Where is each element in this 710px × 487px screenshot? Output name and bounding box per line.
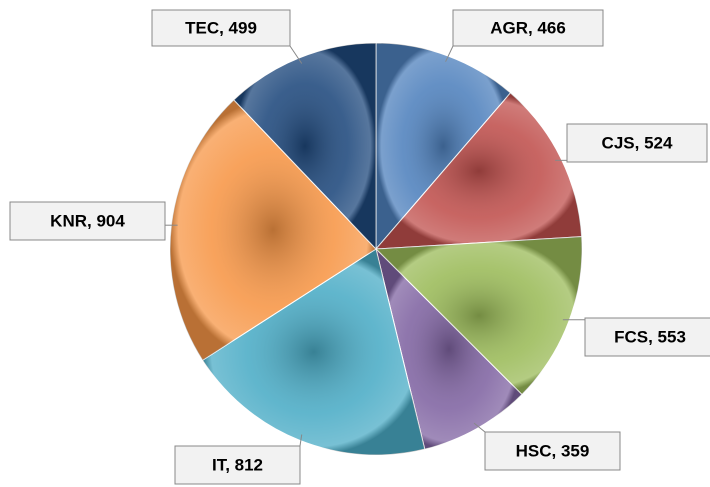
slice-shade bbox=[376, 236, 582, 395]
slice-shade bbox=[202, 249, 425, 455]
label-leader bbox=[445, 45, 454, 62]
label-box bbox=[584, 317, 710, 357]
data-label: AGR, 466 bbox=[490, 18, 566, 37]
data-label: FCS, 553 bbox=[614, 327, 686, 346]
slice-shade bbox=[376, 249, 522, 450]
data-label: KNR, 904 bbox=[50, 211, 125, 230]
label-box bbox=[151, 9, 291, 47]
slice-shade bbox=[376, 43, 511, 249]
label-leader bbox=[289, 45, 303, 64]
data-label: TEC, 499 bbox=[185, 18, 257, 37]
data-label: HSC, 359 bbox=[516, 441, 590, 460]
data-label: IT, 812 bbox=[212, 455, 263, 474]
label-box bbox=[484, 431, 621, 471]
label-leader bbox=[299, 434, 303, 447]
label-leader bbox=[473, 422, 486, 433]
label-box bbox=[566, 123, 708, 163]
slice-shade bbox=[169, 99, 376, 361]
data-label: CJS, 524 bbox=[602, 133, 673, 152]
slice-shade bbox=[376, 92, 582, 249]
label-box bbox=[9, 201, 166, 241]
slice-shade bbox=[233, 43, 376, 249]
label-box bbox=[174, 445, 301, 485]
label-box bbox=[452, 9, 604, 47]
